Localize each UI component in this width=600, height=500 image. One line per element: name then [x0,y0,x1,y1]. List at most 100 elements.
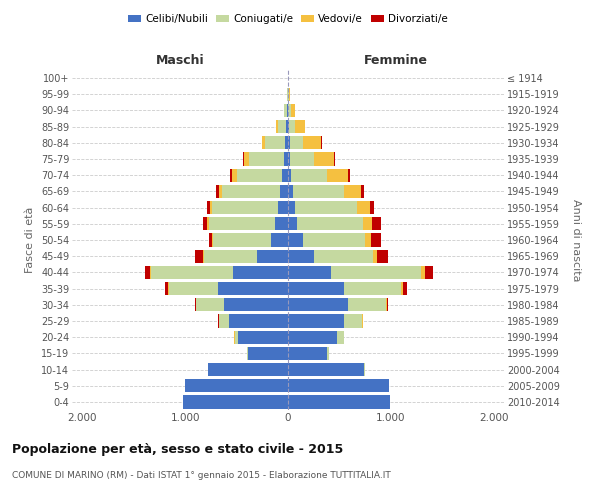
Bar [361,185,364,198]
Bar [377,250,388,263]
Bar [288,250,314,263]
Bar [203,217,207,230]
Bar [425,266,433,279]
Bar [363,217,373,230]
Bar [371,234,380,246]
Bar [282,168,288,182]
Bar [195,298,196,312]
Bar [295,120,305,134]
Bar [280,185,288,198]
Bar [224,298,288,312]
Bar [235,330,238,344]
Bar [286,120,288,134]
Text: Maschi: Maschi [155,54,205,67]
Bar [347,168,350,182]
Bar [208,363,288,376]
Bar [216,185,219,198]
Bar [401,282,403,295]
Bar [289,104,291,117]
Bar [289,88,290,101]
Bar [262,136,265,149]
Bar [287,88,288,101]
Bar [209,217,275,230]
Y-axis label: Fasce di età: Fasce di età [25,207,35,273]
Bar [337,330,344,344]
Bar [288,379,389,392]
Bar [373,250,377,263]
Bar [370,201,374,214]
Bar [213,234,271,246]
Bar [219,185,222,198]
Y-axis label: Anni di nascita: Anni di nascita [571,198,581,281]
Bar [327,346,329,360]
Bar [278,120,286,134]
Bar [219,314,229,328]
Bar [271,234,288,246]
Bar [288,88,289,101]
Bar [185,379,288,392]
Bar [288,346,327,360]
Bar [169,282,218,295]
Bar [290,152,314,166]
Bar [229,314,288,328]
Bar [257,250,288,263]
Bar [288,282,344,295]
Bar [209,234,212,246]
Bar [248,346,288,360]
Bar [247,346,248,360]
Bar [347,298,386,312]
Bar [212,201,278,214]
Bar [304,234,365,246]
Bar [288,298,347,312]
Bar [218,282,288,295]
Bar [288,201,295,214]
Bar [365,234,371,246]
Bar [344,185,361,198]
Bar [386,298,388,312]
Bar [290,136,303,149]
Bar [276,120,278,134]
Bar [288,314,344,328]
Bar [203,250,257,263]
Bar [288,330,337,344]
Bar [212,234,213,246]
Bar [331,266,421,279]
Bar [288,168,291,182]
Bar [145,266,150,279]
Bar [295,201,357,214]
Bar [230,168,232,182]
Bar [288,234,304,246]
Bar [150,266,151,279]
Bar [265,136,286,149]
Text: COMUNE DI MARINO (RM) - Dati ISTAT 1° gennaio 2015 - Elaborazione TUTTITALIA.IT: COMUNE DI MARINO (RM) - Dati ISTAT 1° ge… [12,471,391,480]
Bar [344,314,362,328]
Bar [165,282,168,295]
Bar [232,168,236,182]
Bar [196,250,203,263]
Bar [284,152,288,166]
Bar [288,266,331,279]
Bar [288,152,290,166]
Bar [284,104,287,117]
Bar [288,120,289,134]
Bar [373,217,380,230]
Legend: Celibi/Nubili, Coniugati/e, Vedovi/e, Divorziati/e: Celibi/Nubili, Coniugati/e, Vedovi/e, Di… [124,10,452,29]
Bar [196,298,224,312]
Bar [183,396,288,408]
Bar [314,250,373,263]
Bar [222,185,280,198]
Bar [288,217,297,230]
Text: Femmine: Femmine [364,54,428,67]
Bar [303,136,322,149]
Bar [288,363,364,376]
Bar [207,217,209,230]
Bar [403,282,407,295]
Bar [233,266,288,279]
Bar [288,136,290,149]
Text: Popolazione per età, sesso e stato civile - 2015: Popolazione per età, sesso e stato civil… [12,442,343,456]
Bar [357,201,370,214]
Bar [275,217,288,230]
Bar [288,185,293,198]
Bar [291,168,327,182]
Bar [289,120,295,134]
